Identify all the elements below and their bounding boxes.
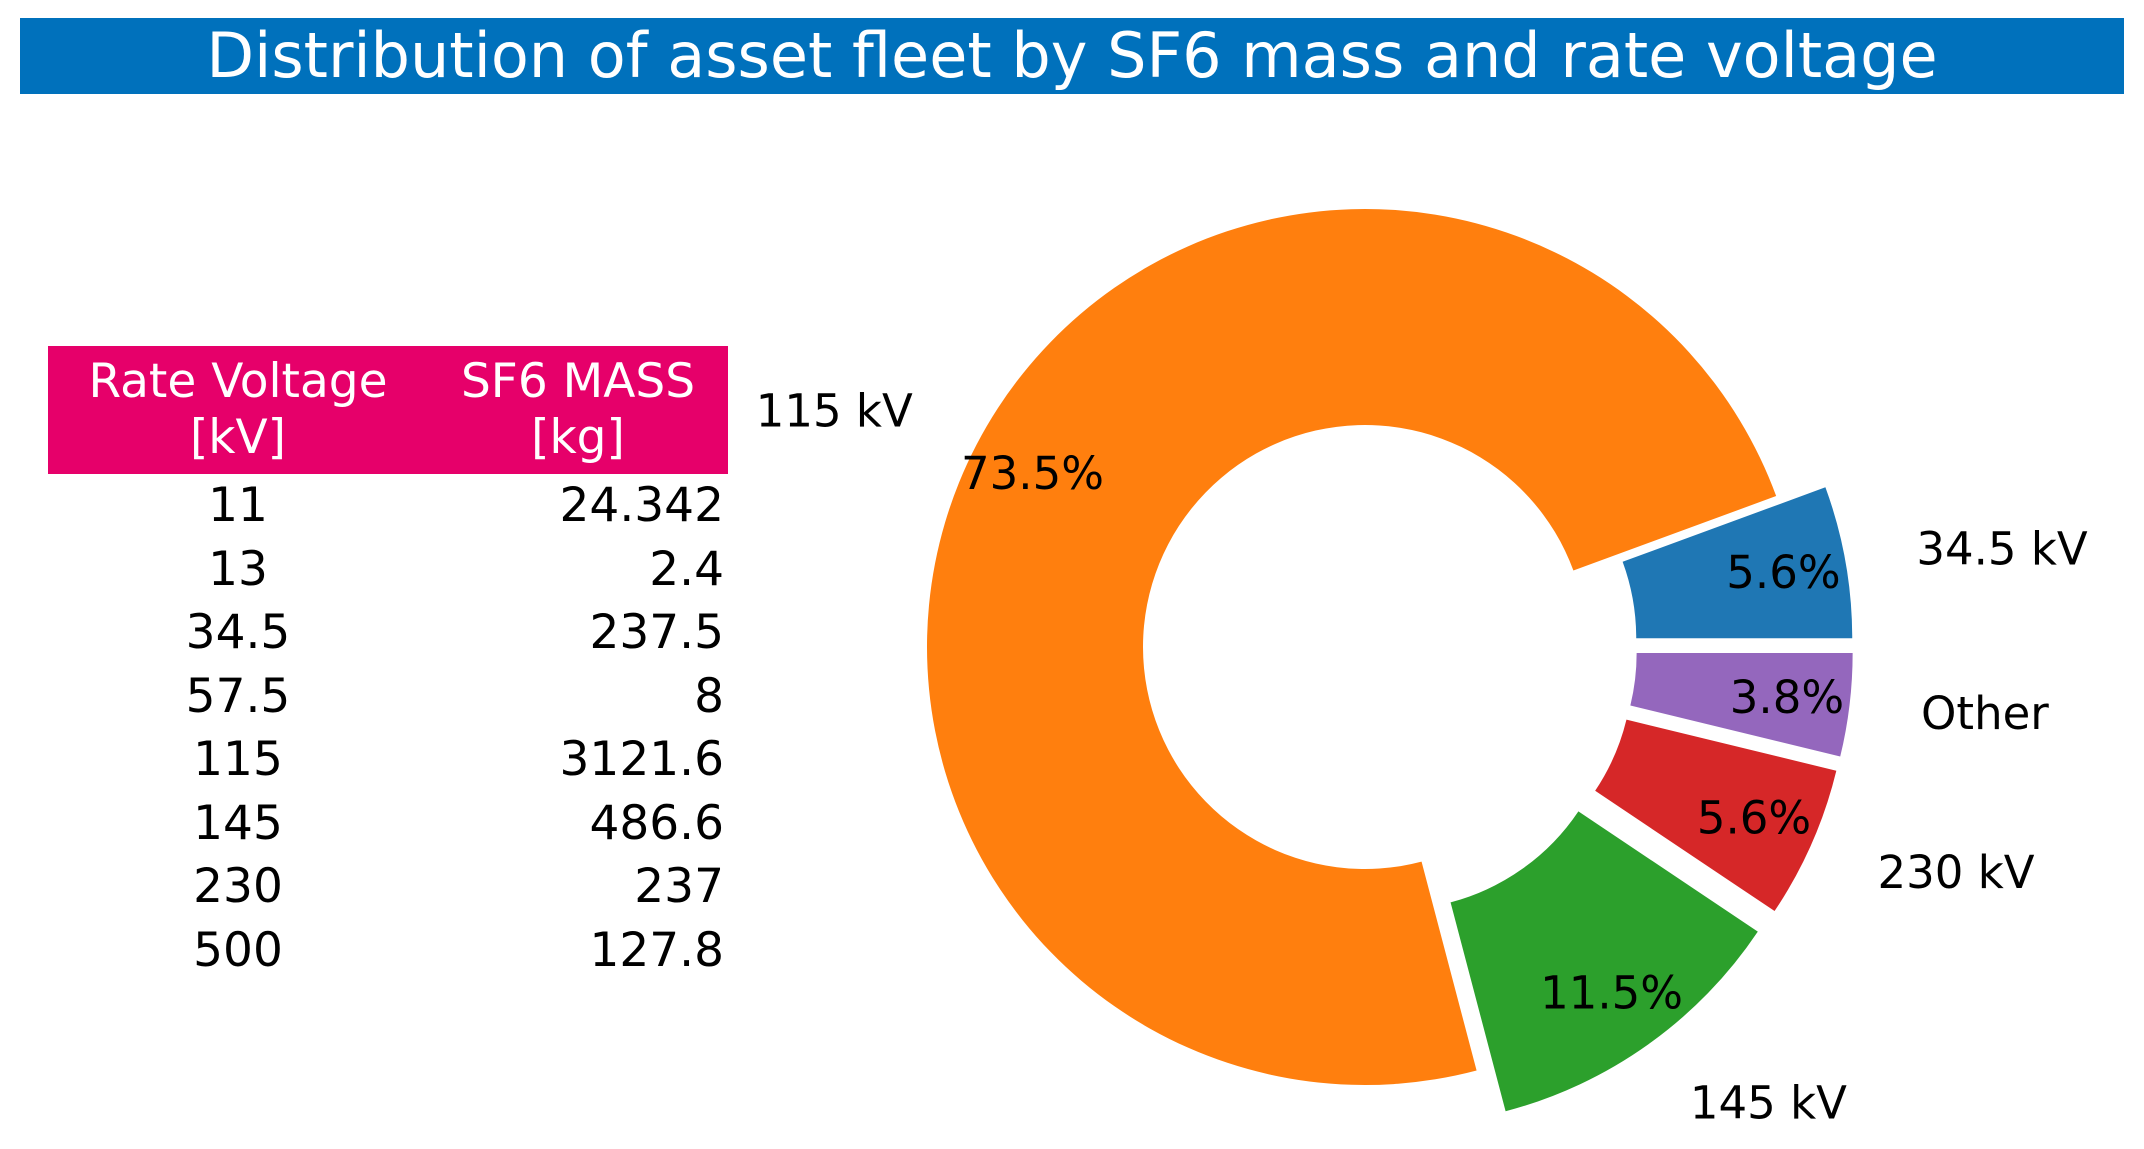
category-label-34-5-kv: 34.5 kV bbox=[1916, 522, 2088, 575]
cell-voltage: 115 bbox=[193, 732, 283, 788]
pct-label-115-kv: 73.5% bbox=[961, 447, 1104, 500]
header-rate-voltage-line2: [kV] bbox=[189, 410, 287, 465]
cell-mass: 24.342 bbox=[559, 478, 724, 534]
cell-mass: 127.8 bbox=[589, 922, 724, 978]
table-row: 115 3121.6 bbox=[48, 728, 728, 792]
table-row: 13 2.4 bbox=[48, 538, 728, 602]
header-rate-voltage-line1: Rate Voltage bbox=[88, 354, 388, 409]
table-row: 11 24.342 bbox=[48, 474, 728, 538]
title-bar: Distribution of asset fleet by SF6 mass … bbox=[20, 18, 2124, 94]
chart-title: Distribution of asset fleet by SF6 mass … bbox=[206, 19, 1938, 92]
category-label-115-kv: 115 kV bbox=[756, 385, 913, 438]
table-row: 34.5 237.5 bbox=[48, 601, 728, 665]
pct-label-34-5-kv: 5.6% bbox=[1726, 546, 1840, 599]
cell-voltage: 500 bbox=[193, 922, 283, 978]
cell-mass: 237.5 bbox=[589, 605, 724, 661]
header-sf6-mass-line2: [kg] bbox=[531, 410, 625, 465]
pct-label-145-kv: 11.5% bbox=[1540, 967, 1683, 1020]
table-header: Rate Voltage [kV] SF6 MASS [kg] bbox=[48, 346, 728, 474]
cell-voltage: 230 bbox=[193, 859, 283, 915]
category-label-145-kv: 145 kV bbox=[1690, 1077, 1847, 1130]
table-row: 230 237 bbox=[48, 855, 728, 919]
cell-mass: 237 bbox=[634, 859, 724, 915]
cell-voltage: 11 bbox=[208, 478, 268, 534]
category-label-other: Other bbox=[1921, 687, 2049, 740]
slice-other bbox=[1630, 652, 1853, 757]
cell-voltage: 13 bbox=[208, 541, 268, 597]
pct-label-other: 3.8% bbox=[1730, 671, 1844, 724]
header-sf6-mass: SF6 MASS [kg] bbox=[428, 346, 728, 474]
cell-voltage: 34.5 bbox=[185, 605, 291, 661]
category-label-230-kv: 230 kV bbox=[1878, 846, 2035, 899]
cell-mass: 486.6 bbox=[589, 795, 724, 851]
cell-mass: 3121.6 bbox=[559, 732, 724, 788]
cell-mass: 2.4 bbox=[649, 541, 724, 597]
slice-34-5-kv bbox=[1622, 487, 1853, 639]
slice-115-kv bbox=[926, 208, 1777, 1085]
cell-mass: 8 bbox=[694, 668, 724, 724]
table-row: 500 127.8 bbox=[48, 919, 728, 983]
sf6-mass-table: Rate Voltage [kV] SF6 MASS [kg] 11 24.34… bbox=[48, 346, 728, 982]
pct-label-230-kv: 5.6% bbox=[1697, 792, 1811, 845]
header-sf6-mass-line1: SF6 MASS bbox=[460, 354, 696, 409]
cell-voltage: 145 bbox=[193, 795, 283, 851]
slice-230-kv bbox=[1595, 719, 1837, 912]
cell-voltage: 57.5 bbox=[185, 668, 291, 724]
header-rate-voltage: Rate Voltage [kV] bbox=[48, 346, 428, 474]
slice-145-kv bbox=[1450, 811, 1758, 1112]
table-row: 57.5 8 bbox=[48, 665, 728, 729]
table-row: 145 486.6 bbox=[48, 792, 728, 856]
